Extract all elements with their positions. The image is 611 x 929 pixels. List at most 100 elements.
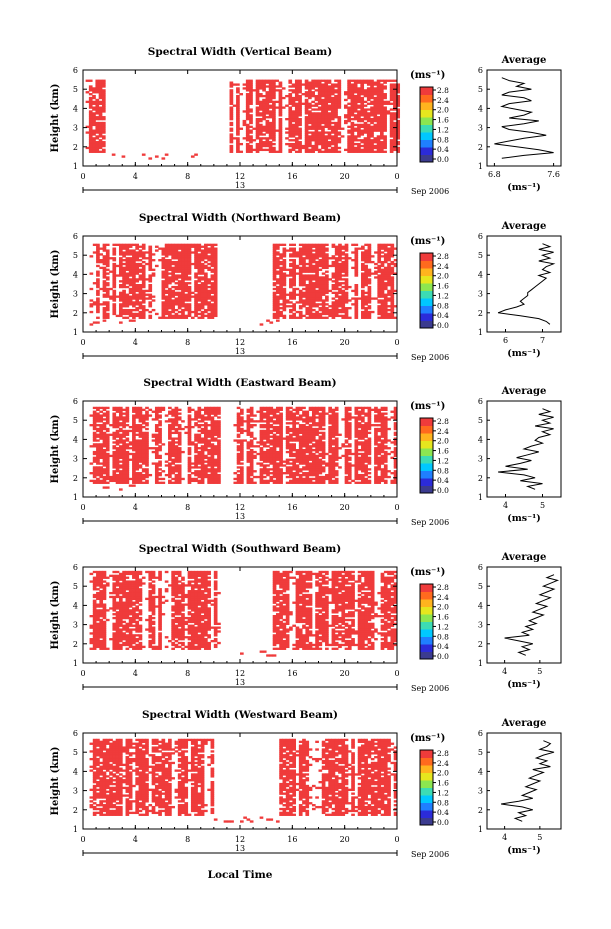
heatmap-cell xyxy=(204,464,208,467)
heatmap-cell xyxy=(308,255,313,258)
colorbar-tick-label: 0.4 xyxy=(437,145,449,154)
heatmap-cell xyxy=(324,135,329,138)
heatmap-cell xyxy=(118,479,123,483)
heatmap-cell xyxy=(138,477,143,481)
heatmap-cell xyxy=(92,470,97,473)
heatmap-cell xyxy=(187,247,192,250)
heatmap-cell xyxy=(294,146,299,150)
heatmap-cell xyxy=(236,475,241,479)
heatmap-cell xyxy=(317,91,322,94)
heatmap-cell xyxy=(125,473,130,477)
heatmap-cell xyxy=(125,420,130,423)
heatmap-cell xyxy=(204,406,208,410)
heatmap-cell xyxy=(145,293,149,296)
heatmap-cell xyxy=(194,305,198,308)
heatmap-cell xyxy=(138,285,143,289)
heatmap-cell xyxy=(118,414,123,417)
heatmap-cell xyxy=(268,123,273,127)
heatmap-cell xyxy=(279,260,283,264)
heatmap-cell xyxy=(390,301,395,304)
heatmap-cell xyxy=(302,243,306,246)
heatmap-cell xyxy=(379,150,384,153)
heatmap-cell xyxy=(308,118,312,121)
heatmap-cell xyxy=(118,422,123,425)
heatmap-cell xyxy=(379,137,384,140)
heatmap-cell xyxy=(171,462,175,465)
heatmap-cell xyxy=(321,308,326,312)
heatmap-cell xyxy=(245,110,250,113)
heatmap-cell xyxy=(101,125,106,128)
heatmap-cell xyxy=(122,416,126,419)
heatmap-cell xyxy=(236,416,241,419)
heatmap-cell xyxy=(181,260,185,264)
heatmap-cell xyxy=(360,89,365,92)
heatmap-cell xyxy=(327,112,332,115)
heatmap-cell xyxy=(341,289,346,293)
heatmap-cell xyxy=(302,249,306,252)
heatmap-cell xyxy=(132,470,136,473)
heatmap-cell xyxy=(279,257,283,260)
heatmap-cell xyxy=(138,414,143,417)
heatmap-cell xyxy=(308,81,312,84)
heatmap-cell xyxy=(177,282,182,285)
heatmap-cell xyxy=(314,102,319,105)
heatmap-cell xyxy=(92,89,96,92)
heatmap-cell xyxy=(275,278,280,281)
heatmap-cell xyxy=(357,106,361,109)
heatmap-cell xyxy=(177,287,182,291)
heatmap-cell xyxy=(102,289,107,293)
heatmap-cell xyxy=(305,299,310,302)
heatmap-cell xyxy=(282,289,287,293)
heatmap-cell xyxy=(240,418,244,421)
heatmap-cell xyxy=(105,462,110,465)
heatmap-cell xyxy=(141,316,146,319)
heatmap-cell xyxy=(207,247,211,250)
heatmap-cell xyxy=(291,123,296,127)
heatmap-cell xyxy=(334,299,339,302)
heatmap-cell xyxy=(154,450,159,454)
heatmap-cell xyxy=(285,131,289,134)
heatmap-cell xyxy=(268,150,273,153)
heatmap-cell xyxy=(115,418,120,421)
heatmap-cell xyxy=(95,123,100,127)
heatmap-cell xyxy=(236,435,241,438)
heatmap-cell xyxy=(341,293,346,296)
heatmap-cell xyxy=(334,278,339,281)
heatmap-cell xyxy=(377,260,382,264)
heatmap-cell xyxy=(249,408,254,411)
heatmap-cell xyxy=(317,148,322,152)
heatmap-cell xyxy=(366,146,371,150)
heatmap-cell xyxy=(92,282,97,285)
heatmap-cell xyxy=(210,247,215,250)
heatmap-cell xyxy=(258,85,263,88)
heatmap-cell xyxy=(308,85,312,88)
heatmap-cell xyxy=(105,422,110,425)
heatmap-cell xyxy=(92,108,96,111)
heatmap-cell xyxy=(389,148,394,152)
heatmap-cell xyxy=(389,125,394,128)
heatmap-cell xyxy=(194,445,198,448)
heatmap-cell xyxy=(197,316,202,319)
heatmap-cell xyxy=(275,150,279,153)
heatmap-cell xyxy=(288,123,293,127)
heatmap-cell xyxy=(168,473,172,477)
heatmap-cell xyxy=(255,89,260,92)
heatmap-cell xyxy=(377,264,382,268)
heatmap-cell xyxy=(213,458,218,461)
heatmap-cell xyxy=(331,262,336,266)
heatmap-cell xyxy=(200,462,205,465)
heatmap-cell xyxy=(115,408,120,411)
heatmap-cell xyxy=(291,91,296,94)
heatmap-cell xyxy=(246,433,251,436)
heatmap-cell xyxy=(99,454,104,458)
heatmap-cell xyxy=(135,458,140,461)
heatmap-cell xyxy=(328,264,332,268)
heatmap-cell xyxy=(272,293,277,296)
heatmap-cell xyxy=(331,307,336,310)
heatmap-cell xyxy=(304,131,309,134)
heatmap-cell xyxy=(135,449,140,452)
heatmap-cell xyxy=(105,435,110,438)
colorbar-segment xyxy=(420,92,433,95)
heatmap-cell xyxy=(239,127,244,130)
heatmap-cell xyxy=(207,462,211,465)
